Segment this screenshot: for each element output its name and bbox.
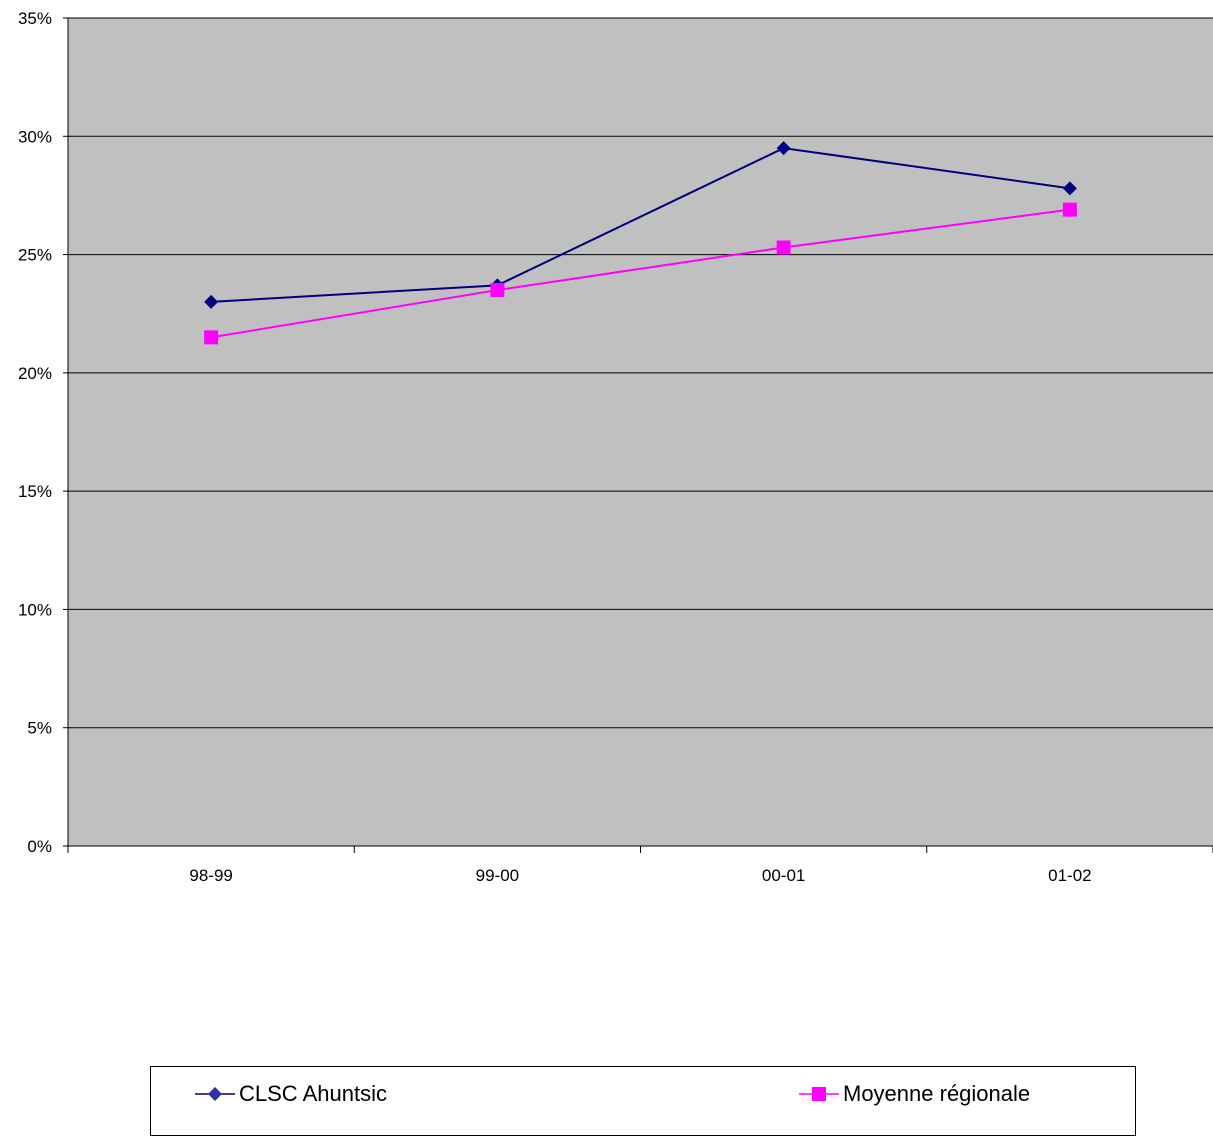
legend-label: CLSC Ahuntsic: [239, 1081, 387, 1106]
diamond-marker-icon: [195, 1087, 235, 1101]
gridlines: [68, 17, 1213, 729]
y-tick-label: 35%: [18, 9, 52, 28]
data-point: [1062, 202, 1077, 217]
y-tick-label: 5%: [27, 719, 52, 738]
y-axis-tick-labels: 0% 5% 10% 15% 20% 25% 30% 35%: [18, 9, 52, 856]
data-series: [204, 141, 1077, 345]
series-line: [211, 147, 1071, 303]
data-point: [776, 240, 791, 255]
legend-item-clsc-ahuntsic: CLSC Ahuntsic: [195, 1081, 387, 1107]
x-tick-label: 99-00: [476, 866, 519, 885]
legend-item-moyenne-regionale: Moyenne régionale: [799, 1081, 1030, 1107]
y-tick-label: 30%: [18, 127, 52, 146]
series-1: [204, 202, 1077, 345]
y-tick-label: 15%: [18, 482, 52, 501]
data-point: [1062, 181, 1077, 196]
data-point: [776, 141, 791, 156]
legend-label: Moyenne régionale: [843, 1081, 1031, 1106]
data-point: [490, 283, 505, 298]
data-point: [204, 294, 219, 309]
legend: CLSC Ahuntsic Moyenne régionale: [150, 1066, 1136, 1136]
x-tick-label: 98-99: [189, 866, 232, 885]
y-tick-label: 20%: [18, 364, 52, 383]
x-axis-tick-labels: 98-99 99-00 00-01 01-02: [189, 866, 1091, 885]
x-tick-label: 00-01: [762, 866, 805, 885]
data-point: [204, 330, 219, 345]
plot-area: [68, 18, 1213, 846]
series-line: [210, 208, 1071, 339]
y-tick-label: 10%: [18, 600, 52, 619]
y-tick-label: 25%: [18, 246, 52, 265]
x-tick-label: 01-02: [1048, 866, 1091, 885]
axes: [63, 17, 1213, 853]
square-marker-icon: [799, 1087, 839, 1101]
y-tick-label: 0%: [27, 837, 52, 856]
